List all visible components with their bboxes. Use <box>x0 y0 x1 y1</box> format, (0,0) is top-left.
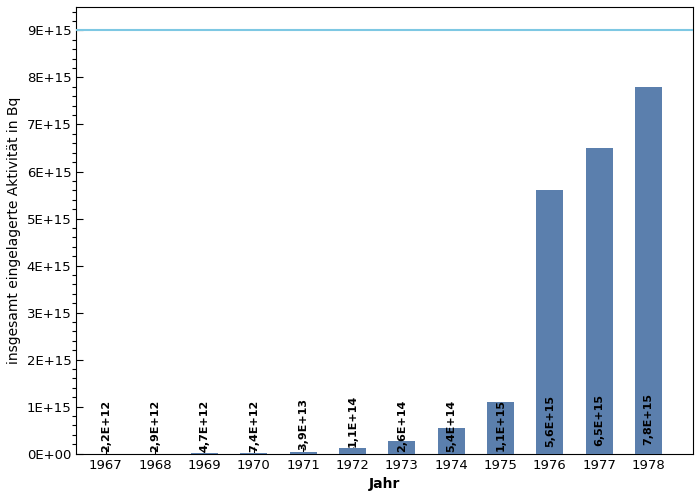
Text: 2,9E+12: 2,9E+12 <box>150 400 160 452</box>
Bar <box>339 449 366 454</box>
Text: 2,2E+12: 2,2E+12 <box>101 400 111 452</box>
Text: 7,8E+15: 7,8E+15 <box>643 393 654 445</box>
Text: 7,4E+12: 7,4E+12 <box>248 400 259 452</box>
Bar <box>290 452 316 454</box>
Text: 1,1E+14: 1,1E+14 <box>347 395 358 447</box>
X-axis label: Jahr: Jahr <box>369 477 400 491</box>
Text: 4,7E+12: 4,7E+12 <box>199 400 209 452</box>
Bar <box>389 441 415 454</box>
Text: 3,9E+13: 3,9E+13 <box>298 398 308 451</box>
Text: 5,4E+14: 5,4E+14 <box>446 399 456 452</box>
Text: 1,1E+15: 1,1E+15 <box>496 399 505 451</box>
Text: 2,6E+14: 2,6E+14 <box>397 400 407 452</box>
Bar <box>635 87 662 454</box>
Text: 5,6E+15: 5,6E+15 <box>545 395 555 447</box>
Bar <box>438 428 465 454</box>
Bar <box>536 190 564 454</box>
Bar <box>586 148 613 454</box>
Y-axis label: insgesamt eingelagerte Aktivität in Bq: insgesamt eingelagerte Aktivität in Bq <box>7 97 21 364</box>
Bar <box>487 402 514 454</box>
Text: 6,5E+15: 6,5E+15 <box>594 394 604 446</box>
